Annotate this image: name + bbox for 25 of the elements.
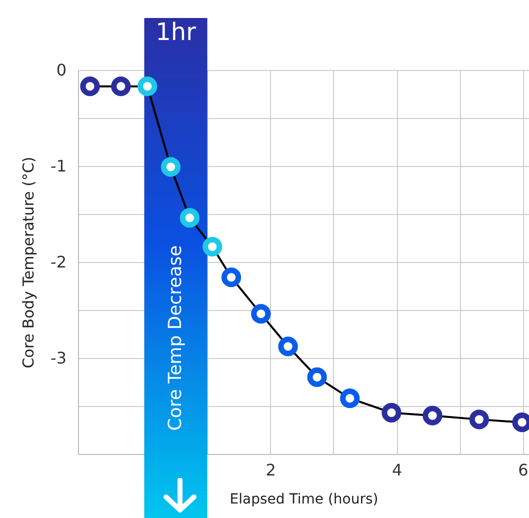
annotation: Core Temp Decrease <box>164 245 186 431</box>
point <box>111 76 131 96</box>
point <box>180 208 200 228</box>
y-tick-label: -1 <box>50 156 66 176</box>
point <box>138 76 158 96</box>
point <box>160 157 181 177</box>
x-tick-label: 6 <box>518 460 528 480</box>
point <box>80 76 100 96</box>
band-label: 1hr <box>156 18 196 46</box>
point <box>307 367 327 388</box>
point <box>422 406 442 426</box>
y-tick-label: -2 <box>50 252 66 272</box>
x-tick-label: 2 <box>266 460 276 480</box>
point <box>340 388 360 408</box>
point <box>278 336 298 356</box>
point <box>382 402 402 423</box>
x-tick-label: 4 <box>392 460 402 480</box>
x-axis-title: Elapsed Time (hours) <box>230 492 378 508</box>
point <box>202 236 222 256</box>
y-tick-label: -3 <box>50 348 66 368</box>
point <box>221 268 242 288</box>
point <box>469 410 489 430</box>
y-tick-label: 0 <box>56 60 66 80</box>
point <box>251 304 271 324</box>
y-axis-title: Core Body Temperature (°C) <box>20 156 38 368</box>
